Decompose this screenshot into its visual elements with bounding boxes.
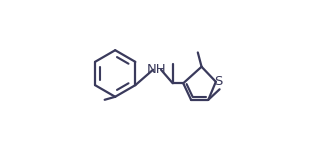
Text: NH: NH	[147, 63, 167, 76]
Text: S: S	[214, 75, 222, 88]
